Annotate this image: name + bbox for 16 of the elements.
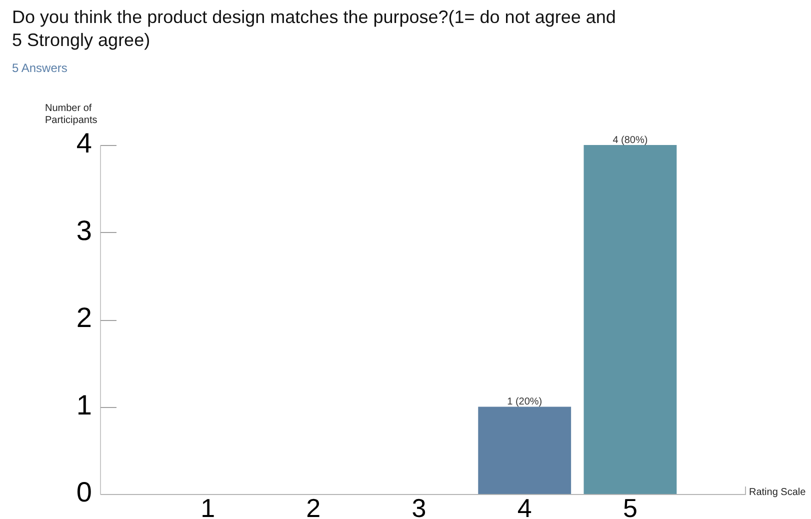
chart-title: Do you think the product design matches the purpose?(1= do not agree and 5 Strongly agree): [12, 6, 617, 52]
chart-subtitle: 5 Answers: [12, 61, 68, 75]
x-axis-title: Rating Scale: [749, 487, 806, 498]
data-label: 4 (80%): [612, 134, 648, 146]
y-tick-label: 4: [76, 128, 92, 159]
y-tick-label: 1: [76, 389, 92, 420]
x-tick-label: 5: [622, 492, 638, 519]
y-tick-label: 3: [76, 214, 92, 246]
x-tick-label: 3: [412, 492, 426, 519]
data-label: 1 (20%): [507, 396, 542, 408]
x-tick-label: 4: [517, 492, 532, 519]
y-axis-title: Number of Participants: [45, 103, 98, 127]
y-tick-label: 0: [76, 476, 92, 508]
x-tick-label: 1: [200, 492, 216, 519]
y-tick-label: 2: [76, 302, 92, 334]
x-tick-label: 2: [306, 492, 321, 519]
